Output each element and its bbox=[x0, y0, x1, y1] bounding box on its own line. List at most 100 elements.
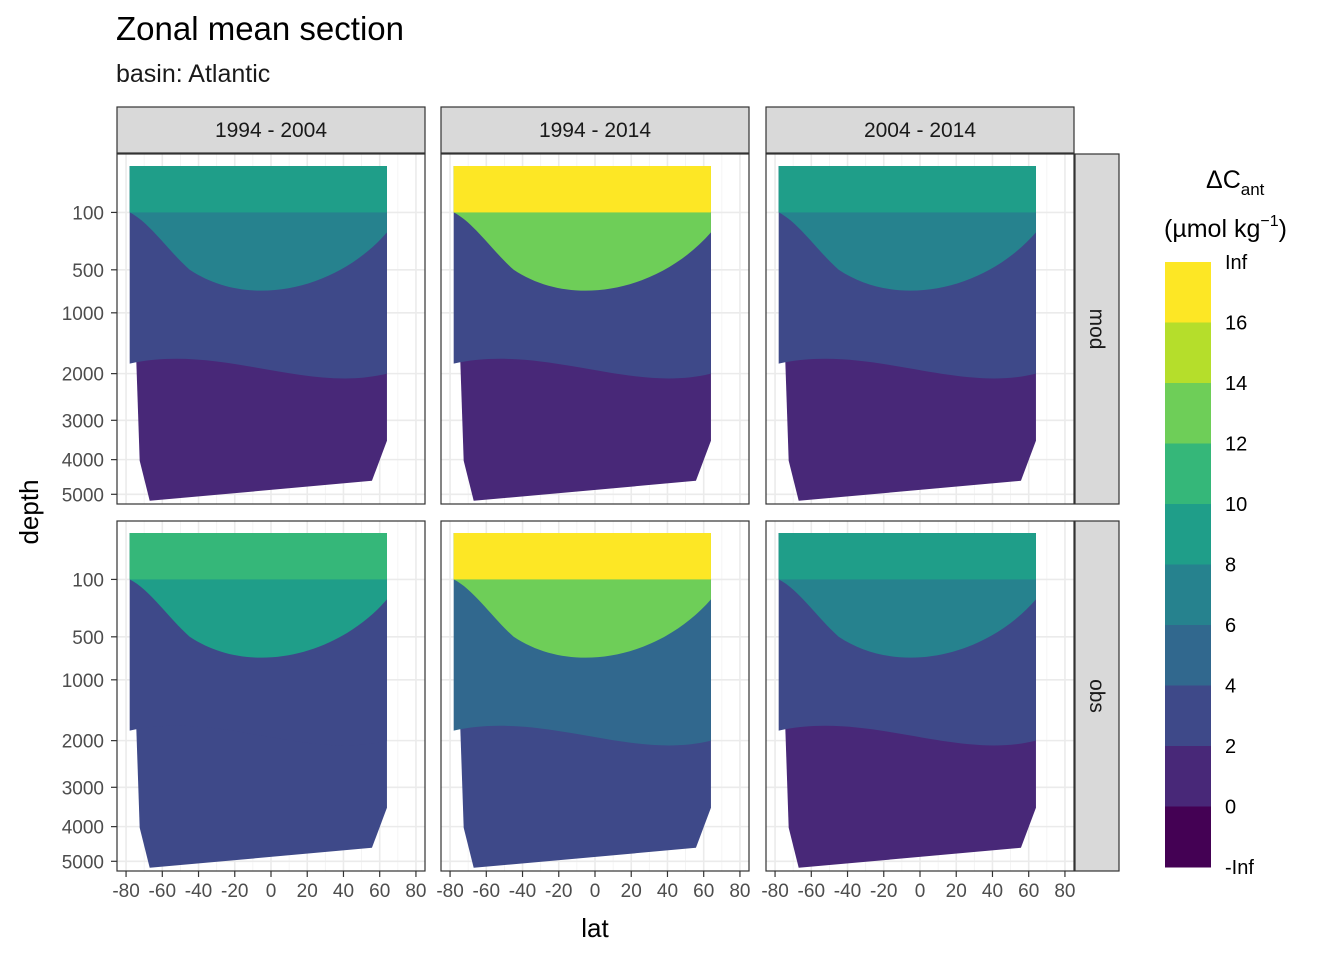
legend-break-label: -Inf bbox=[1225, 857, 1254, 879]
x-tick-label: 0 bbox=[590, 881, 601, 902]
x-tick-label: 20 bbox=[946, 881, 967, 902]
x-tick-label: -60 bbox=[473, 881, 500, 902]
legend-swatch bbox=[1165, 504, 1211, 565]
y-tick-label: 500 bbox=[72, 261, 104, 282]
legend-title-unit: (µmol kg−1) bbox=[1164, 213, 1287, 243]
panel-border bbox=[765, 153, 1075, 505]
field-surface bbox=[129, 166, 387, 213]
x-tick-label: -20 bbox=[870, 881, 897, 902]
column-strip bbox=[765, 106, 1075, 154]
chart-title: Zonal mean section bbox=[116, 10, 404, 47]
legend-swatch bbox=[1165, 625, 1211, 686]
legend-break-label: 6 bbox=[1225, 615, 1236, 637]
legend-break-label: 4 bbox=[1225, 676, 1236, 698]
y-tick-label: 3000 bbox=[62, 778, 104, 799]
row-strip bbox=[1074, 520, 1120, 872]
x-tick-label: 60 bbox=[1018, 881, 1039, 902]
legend-break-label: 14 bbox=[1225, 373, 1247, 395]
facet-panel bbox=[440, 520, 750, 872]
field-surface bbox=[453, 166, 711, 213]
column-strip-label: 1994 - 2004 bbox=[215, 119, 327, 142]
legend-break-label: 12 bbox=[1225, 434, 1247, 456]
legend-break-label: 2 bbox=[1225, 736, 1236, 758]
legend-title-main: ΔCant bbox=[1206, 166, 1265, 199]
facet-strips: 1994 - 2004 1994 - 2014 2004 - 2014 mod obs bbox=[116, 106, 1120, 872]
field-surface bbox=[129, 533, 387, 580]
y-tick-label: 3000 bbox=[62, 411, 104, 432]
y-tick-label: 100 bbox=[72, 203, 104, 224]
color-legend: ΔCant (µmol kg−1) Inf 16 14 12 10 8 6 4 2 0 -Inf bbox=[1164, 166, 1287, 879]
y-tick-label: 2000 bbox=[62, 365, 104, 386]
axes: 1005001000200030004000500010050010002000… bbox=[62, 203, 1076, 902]
legend-swatch bbox=[1165, 806, 1211, 868]
legend-break-label: 8 bbox=[1225, 555, 1236, 577]
column-strip bbox=[440, 106, 750, 154]
x-tick-label: 40 bbox=[982, 881, 1003, 902]
x-tick-label: -80 bbox=[112, 881, 139, 902]
panel-border bbox=[116, 153, 426, 505]
row-strip-label: obs bbox=[1085, 679, 1108, 713]
legend-swatch bbox=[1165, 262, 1211, 323]
y-tick-label: 1000 bbox=[62, 671, 104, 692]
x-tick-label: -40 bbox=[185, 881, 212, 902]
x-tick-label: 40 bbox=[333, 881, 354, 902]
row-strip-label: mod bbox=[1085, 309, 1108, 350]
column-strip bbox=[116, 106, 426, 154]
legend-swatch bbox=[1165, 322, 1211, 384]
y-tick-label: 1000 bbox=[62, 304, 104, 325]
legend-unit-superscript: −1 bbox=[1260, 213, 1278, 230]
legend-break-label: Inf bbox=[1225, 252, 1248, 274]
legend-break-label: 10 bbox=[1225, 494, 1247, 516]
x-tick-label: -40 bbox=[509, 881, 536, 902]
legend-title-symbol: ΔC bbox=[1206, 166, 1241, 194]
legend-swatch bbox=[1165, 746, 1211, 807]
legend-unit-close: ) bbox=[1279, 215, 1287, 243]
x-tick-label: -80 bbox=[436, 881, 463, 902]
facet-panel bbox=[116, 520, 426, 872]
x-axis-title: lat bbox=[581, 913, 609, 943]
field-surface bbox=[453, 533, 711, 580]
y-tick-label: 2000 bbox=[62, 732, 104, 753]
x-tick-label: -80 bbox=[761, 881, 788, 902]
legend-unit-open: (µmol kg bbox=[1164, 215, 1260, 243]
panel-border bbox=[440, 153, 750, 505]
facet-panels bbox=[116, 153, 1075, 872]
legend-title-subscript: ant bbox=[1241, 180, 1265, 199]
legend-break-label: 0 bbox=[1225, 797, 1236, 819]
legend-swatch bbox=[1165, 564, 1211, 626]
facet-panel bbox=[765, 520, 1075, 872]
facet-panel bbox=[440, 153, 750, 505]
legend-swatch bbox=[1165, 685, 1211, 747]
x-tick-label: 80 bbox=[729, 881, 750, 902]
legend-break-label: 16 bbox=[1225, 313, 1247, 335]
x-tick-label: 20 bbox=[297, 881, 318, 902]
field-surface bbox=[778, 166, 1036, 213]
legend-labels: Inf 16 14 12 10 8 6 4 2 0 -Inf bbox=[1225, 252, 1254, 879]
chart-subtitle: basin: Atlantic bbox=[116, 60, 270, 88]
x-tick-label: -60 bbox=[149, 881, 176, 902]
x-tick-label: -40 bbox=[834, 881, 861, 902]
y-tick-label: 5000 bbox=[62, 485, 104, 506]
facet-panel bbox=[116, 153, 426, 505]
x-tick-label: 0 bbox=[266, 881, 277, 902]
x-tick-label: -20 bbox=[221, 881, 248, 902]
y-tick-label: 4000 bbox=[62, 451, 104, 472]
y-tick-label: 500 bbox=[72, 628, 104, 649]
x-tick-label: -20 bbox=[545, 881, 572, 902]
column-strip-label: 2004 - 2014 bbox=[864, 119, 976, 142]
x-tick-label: 80 bbox=[405, 881, 426, 902]
legend-swatch bbox=[1165, 443, 1211, 505]
y-tick-label: 4000 bbox=[62, 818, 104, 839]
y-axis-title: depth bbox=[14, 479, 44, 544]
x-tick-label: 60 bbox=[369, 881, 390, 902]
legend-colorbar bbox=[1165, 262, 1211, 868]
y-tick-label: 5000 bbox=[62, 852, 104, 873]
x-tick-label: 60 bbox=[693, 881, 714, 902]
row-strip bbox=[1074, 153, 1120, 505]
y-tick-label: 100 bbox=[72, 570, 104, 591]
legend-swatch bbox=[1165, 383, 1211, 444]
x-tick-label: 0 bbox=[915, 881, 926, 902]
x-tick-label: 40 bbox=[657, 881, 678, 902]
field-surface bbox=[778, 533, 1036, 580]
